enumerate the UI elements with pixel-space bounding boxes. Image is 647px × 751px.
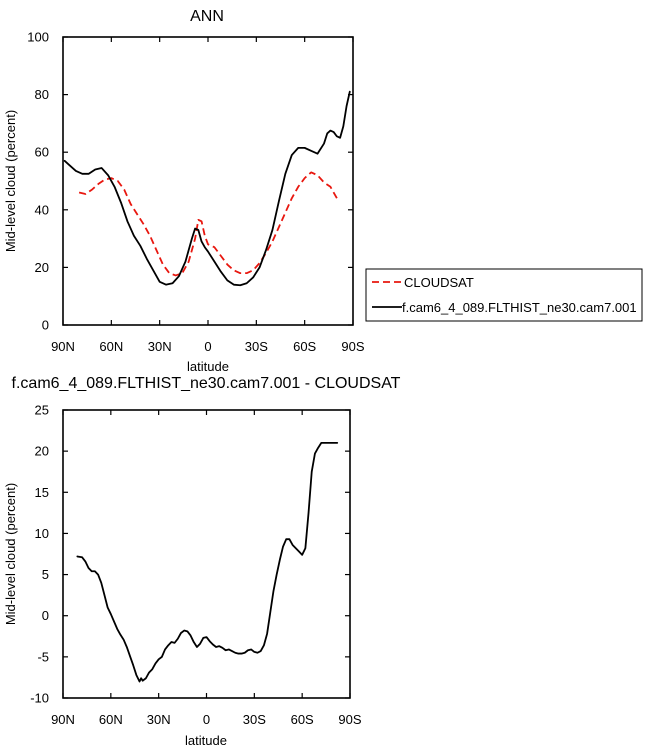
top-chart-y-tick-label: 60	[35, 145, 49, 160]
top-chart-y-tick-label: 100	[27, 30, 49, 45]
top-chart-x-tick-label: 30N	[148, 339, 172, 354]
bottom-chart-y-tick-label: 25	[35, 403, 49, 418]
bottom-chart-y-tick-label: 20	[35, 444, 49, 459]
top-chart-x-axis-label: latitude	[187, 359, 229, 374]
legend-box	[365, 268, 643, 322]
top-chart-y-tick-label: 20	[35, 260, 49, 275]
top-chart-panel: ANN 90N 60N 30N 0 30S 60S 90S 0 20 40 60 80 100 lati…	[3, 8, 365, 374]
bottom-chart-x-tick-label: 60N	[99, 712, 123, 727]
bottom-chart-y-tick-label: 15	[35, 485, 49, 500]
legend-label-model: f.cam6_4_089.FLTHIST_ne30.cam7.001	[402, 300, 637, 315]
top-chart-x-tick-label: 60S	[293, 339, 316, 354]
bottom-chart-y-tick-label: 5	[42, 567, 49, 582]
bottom-chart-x-tick-label: 0	[203, 712, 210, 727]
top-chart-y-tick-label: 80	[35, 87, 49, 102]
top-chart-series-line-2	[63, 90, 351, 287]
bottom-chart-series-line-1	[76, 442, 339, 683]
top-chart-x-tick-label: 90S	[341, 339, 364, 354]
bottom-chart-x-tick-label: 30S	[243, 712, 266, 727]
legend-label-cloudsat: CLOUDSAT	[404, 275, 474, 290]
top-chart-y-tick-label: 40	[35, 202, 49, 217]
top-chart-x-tick-label: 30S	[245, 339, 268, 354]
top-chart-x-tick-label: 0	[204, 339, 211, 354]
top-chart-series-line-1	[78, 171, 338, 277]
bottom-chart-y-tick-label: -5	[37, 649, 49, 664]
bottom-chart-x-tick-label: 90N	[51, 712, 75, 727]
top-chart-x-tick-label: 90N	[51, 339, 75, 354]
bottom-chart-x-tick-label: 90S	[338, 712, 361, 727]
bottom-chart-panel: f.cam6_4_089.FLTHIST_ne30.cam7.001 - CLO…	[3, 375, 401, 748]
bottom-chart-y-tick-label: 0	[42, 608, 49, 623]
bottom-chart-x-axis-label: latitude	[185, 733, 227, 748]
bottom-chart-title: f.cam6_4_089.FLTHIST_ne30.cam7.001 - CLO…	[12, 375, 401, 392]
top-chart-y-axis-label: Mid-level cloud (percent)	[3, 110, 18, 252]
bottom-chart-y-tick-label: 10	[35, 526, 49, 541]
top-chart-x-tick-label: 60N	[99, 339, 123, 354]
top-chart-title: ANN	[190, 8, 224, 25]
top-chart-y-tick-label: 0	[42, 318, 49, 333]
legend: CLOUDSAT f.cam6_4_089.FLTHIST_ne30.cam7.…	[365, 268, 643, 322]
bottom-chart-plot-frame	[62, 409, 351, 699]
bottom-chart-y-tick-label: -10	[30, 691, 49, 706]
top-chart-plot-frame	[62, 36, 354, 326]
bottom-chart-y-axis-label: Mid-level cloud (percent)	[3, 483, 18, 625]
bottom-chart-x-tick-label: 30N	[147, 712, 171, 727]
bottom-chart-x-tick-label: 60S	[291, 712, 314, 727]
